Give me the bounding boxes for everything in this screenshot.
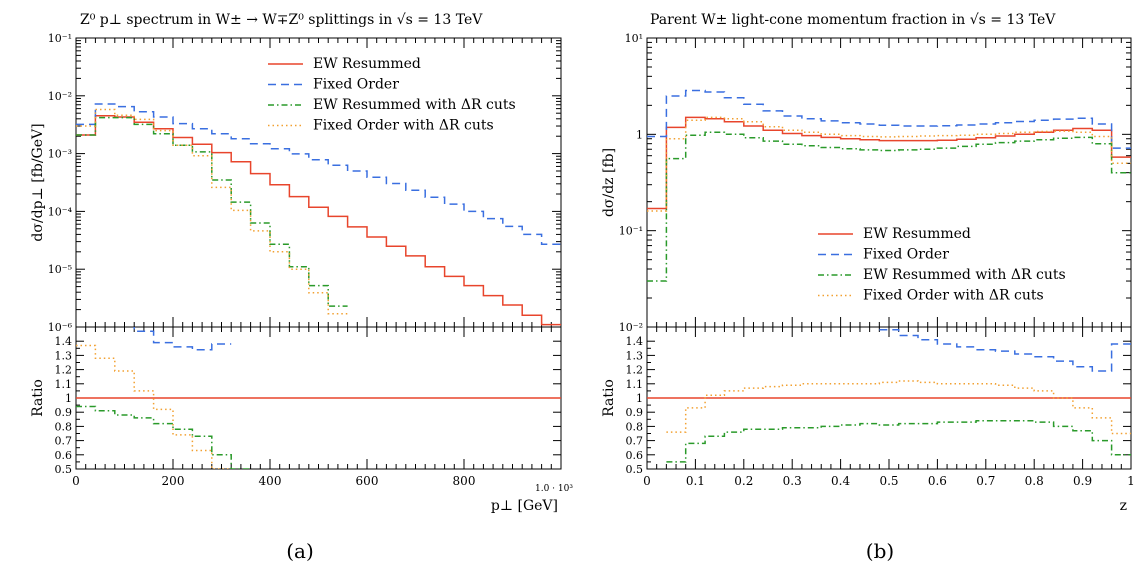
legend-label: EW Resummed	[863, 226, 971, 242]
x-tick-label: 1	[1127, 474, 1135, 488]
ratio-tick-label: 1.3	[626, 349, 644, 362]
y-tick-label: 10⁻⁵	[48, 263, 72, 276]
ratio-tick-label: 1.4	[55, 335, 73, 348]
legend-label: EW Resummed with ΔR cuts	[863, 267, 1066, 283]
y-tick-label: 10⁻³	[48, 148, 72, 161]
series-line-2	[647, 131, 1131, 282]
ratio-tick-label: 0.9	[55, 406, 73, 419]
ratio-tick-label: 0.9	[626, 406, 644, 419]
ratio-line-3	[666, 380, 1131, 435]
ratio-tick-label: 1.4	[626, 335, 644, 348]
y-tick-label: 10⁻¹	[48, 32, 72, 45]
x-tick-label: 0.5	[879, 474, 898, 488]
y-tick-label: 10⁻²	[619, 321, 643, 334]
chart-title: Parent W± light-cone momentum fraction i…	[650, 12, 1056, 28]
legend-label: Fixed Order	[313, 77, 399, 93]
x-tick-label: 0.3	[783, 474, 802, 488]
ratio-tick-label: 0.8	[55, 420, 73, 433]
ratio-line-1	[133, 327, 232, 351]
ratio-tick-label: 0.6	[55, 449, 73, 462]
y-axis-label: dσ/dz [fb]	[601, 148, 617, 217]
ratio-tick-label: 1.2	[626, 364, 644, 377]
x-tick-label: 400	[259, 474, 282, 488]
x-tick-label: 0.8	[1025, 474, 1044, 488]
x-tick-label: 0	[643, 474, 651, 488]
ratio-line-1	[879, 329, 1131, 372]
ratio-tick-label: 0.8	[626, 420, 644, 433]
ratio-tick-label: 0.7	[626, 435, 644, 448]
panel-sublabel: (b)	[866, 539, 894, 563]
ratio-line-3	[76, 344, 232, 469]
ratio-tick-label: 1.2	[55, 364, 73, 377]
y-tick-label: 10¹	[625, 32, 643, 45]
y-tick-label: 10⁻²	[48, 90, 72, 103]
ratio-line-2	[666, 419, 1131, 463]
x-axis-label: p⊥ [GeV]	[491, 498, 558, 514]
ratio-tick-label: 0.6	[626, 449, 644, 462]
y-tick-label: 1	[636, 128, 643, 141]
ratio-tick-label: 0.5	[55, 463, 73, 476]
ratio-tick-label: 0.5	[626, 463, 644, 476]
x-tick-label: 0.4	[831, 474, 850, 488]
ratio-tick-label: 0.7	[55, 435, 73, 448]
x-tick-label: 600	[356, 474, 379, 488]
chart-title: Z⁰ p⊥ spectrum in W± → W∓Z⁰ splittings i…	[80, 12, 483, 28]
y-tick-label: 10⁻¹	[619, 225, 643, 238]
ratio-tick-label: 1.3	[55, 349, 73, 362]
panel-b: Parent W± light-cone momentum fraction i…	[601, 12, 1135, 563]
x-tick-label: 0.2	[734, 474, 753, 488]
ratio-tick-label: 1.1	[626, 378, 644, 391]
series-line-3	[647, 116, 1131, 212]
panel-sublabel: (a)	[286, 539, 314, 563]
x-axis-label: z	[1120, 498, 1127, 514]
ratio-axis-label: Ratio	[30, 379, 46, 417]
ratio-tick-label: 1.1	[55, 378, 73, 391]
series-line-1	[647, 89, 1131, 149]
y-tick-label: 10⁻⁶	[48, 321, 73, 334]
x-tick-label: 200	[162, 474, 185, 488]
x-tick-label: 800	[453, 474, 476, 488]
ratio-tick-label: 1	[636, 392, 643, 405]
legend-label: EW Resummed with ΔR cuts	[313, 97, 516, 113]
ratio-line-2	[76, 405, 251, 469]
series-line-3	[76, 108, 348, 315]
x-tick-label: 0	[72, 474, 80, 488]
ratio-axis-label: Ratio	[601, 379, 617, 417]
legend-label: EW Resummed	[313, 56, 421, 72]
ratio-tick-label: 1	[65, 392, 72, 405]
x-tick-label: 0.9	[1073, 474, 1092, 488]
y-axis-label: dσ/dp⊥ [fb/GeV]	[30, 123, 46, 241]
x-tick-label: 0.1	[686, 474, 705, 488]
panel-a: Z⁰ p⊥ spectrum in W± → W∓Z⁰ splittings i…	[30, 12, 573, 563]
series-line-2	[76, 116, 348, 307]
y-tick-label: 10⁻⁴	[48, 205, 73, 218]
x-tick-label: 0.7	[976, 474, 995, 488]
legend-label: Fixed Order with ΔR cuts	[313, 118, 494, 134]
legend-label: Fixed Order	[863, 247, 949, 263]
series-line-0	[76, 115, 561, 326]
series-line-1	[76, 103, 561, 246]
main-plot-frame	[646, 37, 1132, 328]
series-line-0	[647, 116, 1131, 210]
legend-label: Fixed Order with ΔR cuts	[863, 288, 1044, 304]
x-scale-note: 1.0 · 10³	[535, 484, 573, 494]
x-tick-label: 0.6	[928, 474, 947, 488]
